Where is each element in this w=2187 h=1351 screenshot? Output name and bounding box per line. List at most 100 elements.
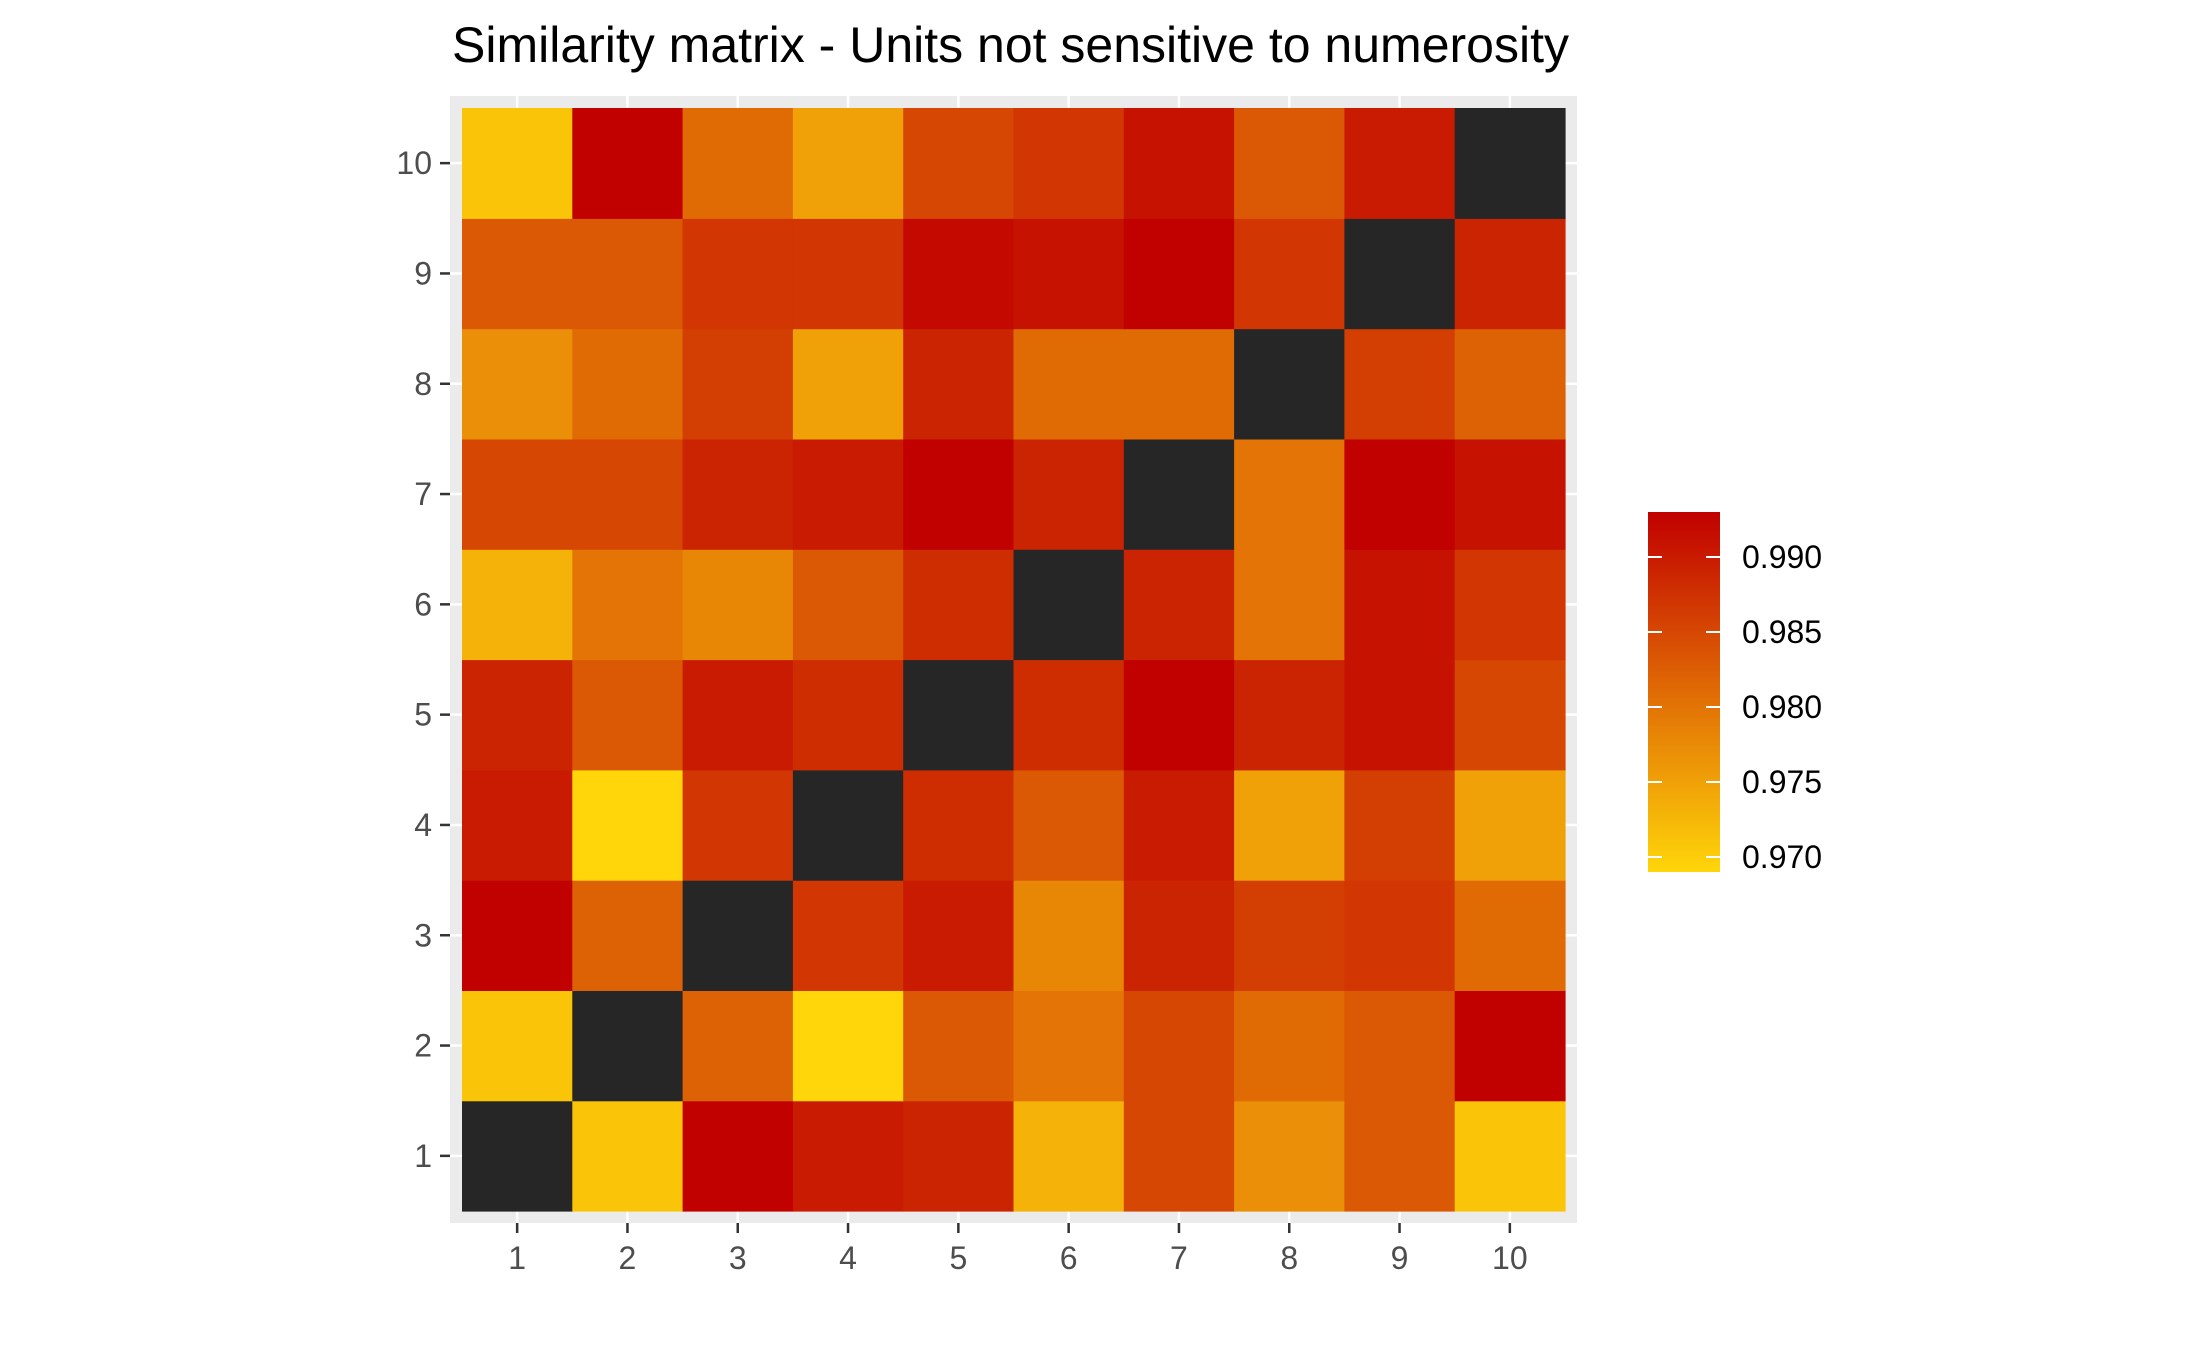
y-tick-label: 4 bbox=[414, 807, 432, 843]
heatmap-cell bbox=[462, 990, 573, 1102]
heatmap-cell bbox=[1013, 438, 1125, 550]
x-tick-label: 8 bbox=[1280, 1240, 1298, 1276]
heatmap-cell bbox=[1454, 328, 1566, 440]
heatmap-cell bbox=[1234, 769, 1345, 881]
heatmap-cell bbox=[682, 438, 794, 550]
heatmap-cell bbox=[572, 659, 684, 771]
heatmap-cell bbox=[682, 880, 794, 991]
heatmap-cell bbox=[572, 218, 684, 330]
heatmap-cell bbox=[572, 108, 684, 219]
heatmap-cell bbox=[462, 438, 573, 550]
heatmap-cell bbox=[1123, 328, 1235, 440]
heatmap-cell bbox=[1344, 769, 1456, 881]
x-tick-label: 9 bbox=[1391, 1240, 1409, 1276]
heatmap-cell bbox=[903, 108, 1015, 219]
heatmap-cell bbox=[462, 328, 573, 440]
heatmap-cell bbox=[1344, 880, 1456, 991]
y-axis: 1 2 3 4 5 6 7 8 9 10 bbox=[396, 145, 450, 1174]
heatmap-cell bbox=[572, 1100, 684, 1212]
legend-tick-label: 0.975 bbox=[1742, 764, 1822, 800]
heatmap-cell bbox=[682, 218, 794, 330]
heatmap-cell bbox=[792, 990, 904, 1102]
x-tick-label: 5 bbox=[949, 1240, 967, 1276]
heatmap-cell bbox=[1344, 438, 1456, 550]
heatmap-cell bbox=[1454, 990, 1566, 1102]
heatmap-cell bbox=[572, 328, 684, 440]
heatmap-cell bbox=[1123, 769, 1235, 881]
heatmap-cell bbox=[1234, 659, 1345, 771]
heatmap-cell bbox=[1013, 659, 1125, 771]
heatmap-cell bbox=[1234, 549, 1345, 661]
legend-tick-label: 0.980 bbox=[1742, 689, 1822, 725]
y-tick-label: 1 bbox=[414, 1138, 432, 1174]
heatmap-cell bbox=[1123, 990, 1235, 1102]
heatmap-cell bbox=[903, 769, 1015, 881]
heatmap-cell bbox=[682, 328, 794, 440]
heatmap-cell bbox=[792, 659, 904, 771]
heatmap-cell bbox=[462, 549, 573, 661]
heatmap-cell bbox=[792, 438, 904, 550]
heatmap-cell bbox=[1454, 108, 1566, 219]
y-tick-label: 3 bbox=[414, 917, 432, 953]
heatmap-cell bbox=[1234, 1100, 1345, 1212]
heatmap-cell bbox=[1013, 990, 1125, 1102]
heatmap-cell bbox=[1013, 1100, 1125, 1212]
heatmap-cells bbox=[462, 108, 1566, 1212]
heatmap-cell bbox=[682, 108, 794, 219]
heatmap-cell bbox=[1013, 108, 1125, 219]
y-tick-label: 10 bbox=[396, 145, 432, 181]
heatmap-cell bbox=[903, 1100, 1015, 1212]
heatmap-cell bbox=[572, 769, 684, 881]
heatmap-cell bbox=[572, 880, 684, 991]
heatmap-cell bbox=[903, 438, 1015, 550]
y-tick-label: 8 bbox=[414, 366, 432, 402]
heatmap-cell bbox=[572, 549, 684, 661]
heatmap-cell bbox=[1454, 438, 1566, 550]
heatmap-cell bbox=[462, 880, 573, 991]
heatmap-cell bbox=[1344, 1100, 1456, 1212]
heatmap-cell bbox=[1454, 769, 1566, 881]
heatmap-cell bbox=[903, 659, 1015, 771]
heatmap-cell bbox=[1344, 328, 1456, 440]
heatmap-cell bbox=[1123, 218, 1235, 330]
color-legend: 0.970 0.975 0.980 0.985 0.990 bbox=[1648, 512, 1822, 875]
x-tick-label: 7 bbox=[1170, 1240, 1188, 1276]
heatmap-cell bbox=[462, 1100, 573, 1212]
heatmap-cell bbox=[792, 1100, 904, 1212]
heatmap-cell bbox=[792, 218, 904, 330]
x-tick-label: 2 bbox=[619, 1240, 637, 1276]
heatmap-cell bbox=[792, 769, 904, 881]
heatmap-cell bbox=[462, 218, 573, 330]
heatmap-cell bbox=[1123, 880, 1235, 991]
heatmap-cell bbox=[682, 1100, 794, 1212]
heatmap-cell bbox=[1234, 328, 1345, 440]
heatmap-cell bbox=[903, 990, 1015, 1102]
x-tick-label: 6 bbox=[1060, 1240, 1078, 1276]
heatmap-cell bbox=[1123, 438, 1235, 550]
legend-tick-label: 0.985 bbox=[1742, 614, 1822, 650]
heatmap-cell bbox=[1013, 328, 1125, 440]
heatmap-cell bbox=[1013, 549, 1125, 661]
heatmap-cell bbox=[1123, 1100, 1235, 1212]
legend-tick-label: 0.990 bbox=[1742, 539, 1822, 575]
x-axis: 1 2 3 4 5 6 7 8 9 10 bbox=[508, 1223, 1528, 1276]
heatmap-cell bbox=[903, 218, 1015, 330]
heatmap-cell bbox=[682, 659, 794, 771]
legend-tick-label: 0.970 bbox=[1742, 839, 1822, 875]
heatmap-cell bbox=[1234, 438, 1345, 550]
heatmap-cell bbox=[792, 328, 904, 440]
heatmap-cell bbox=[682, 549, 794, 661]
x-tick-label: 10 bbox=[1492, 1240, 1528, 1276]
x-tick-label: 3 bbox=[729, 1240, 747, 1276]
heatmap-cell bbox=[1013, 218, 1125, 330]
y-tick-label: 6 bbox=[414, 586, 432, 622]
heatmap-cell bbox=[462, 659, 573, 771]
heatmap-cell bbox=[1344, 659, 1456, 771]
heatmap-cell bbox=[1234, 108, 1345, 219]
x-tick-label: 4 bbox=[839, 1240, 857, 1276]
heatmap-cell bbox=[1234, 990, 1345, 1102]
heatmap-cell bbox=[462, 769, 573, 881]
y-tick-label: 5 bbox=[414, 697, 432, 733]
heatmap-cell bbox=[1234, 218, 1345, 330]
